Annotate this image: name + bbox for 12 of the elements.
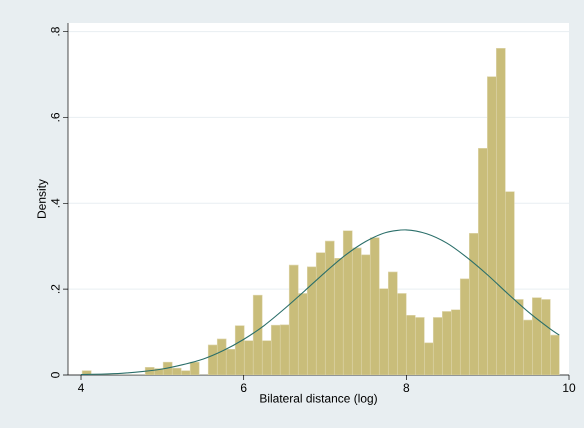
y-tick-label: .6 — [51, 112, 60, 122]
x-tick-label: 10 — [563, 384, 576, 392]
y-tick-label: .4 — [51, 198, 60, 208]
y-tick-label: 0 — [51, 372, 60, 378]
x-tick-label: 4 — [78, 384, 84, 392]
y-tick-label: .8 — [51, 27, 60, 36]
x-axis-title: Bilateral distance (log) — [260, 394, 377, 405]
x-tick-label: 8 — [404, 384, 410, 392]
line-series — [80, 229, 560, 375]
x-tick-label: 6 — [240, 384, 246, 392]
y-tick-label: .2 — [51, 284, 60, 294]
y-axis-title: Density — [37, 179, 48, 218]
